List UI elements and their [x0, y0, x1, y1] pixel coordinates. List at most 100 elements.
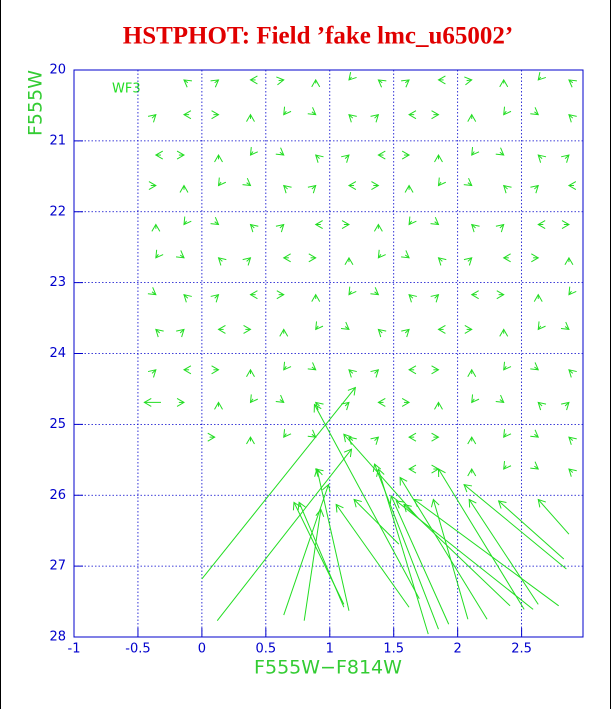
vector-arrow: [463, 483, 567, 570]
vector-arrow: [496, 290, 505, 300]
vector-arrow: [495, 394, 505, 403]
arrow-head: [377, 150, 386, 160]
y-tick-label: 27: [49, 559, 66, 574]
x-tick-label: -1: [68, 642, 81, 657]
arrow-head: [151, 223, 161, 232]
vector-arrow: [370, 113, 380, 123]
arrow-head: [395, 500, 405, 509]
vector-arrow: [503, 429, 512, 438]
vector-arrow: [175, 250, 185, 259]
vector-arrow: [530, 362, 540, 371]
arrow-head: [495, 223, 505, 233]
vector-arrow: [347, 181, 357, 190]
arrow-head: [561, 401, 570, 411]
arrow-head: [463, 257, 473, 266]
vector-arrow: [183, 293, 192, 303]
vector-arrow: [470, 290, 479, 300]
vector-arrow: [279, 328, 289, 337]
arrow-head: [537, 154, 547, 163]
arrow-head: [567, 181, 577, 190]
arrow-head: [430, 216, 440, 226]
arrow-head: [370, 369, 380, 378]
vector-arrow: [568, 113, 577, 123]
vector-arrow: [499, 328, 509, 337]
vector-arrow: [568, 286, 577, 296]
arrow-head: [437, 468, 446, 478]
arrow-head: [463, 483, 473, 493]
vector-arrow: [537, 401, 547, 411]
arrow-head: [217, 257, 227, 266]
arrow-head: [464, 76, 473, 86]
arrow-head: [279, 328, 289, 337]
arrow-head: [503, 461, 512, 470]
vector-arrow: [430, 293, 440, 303]
arrow-head: [207, 432, 216, 442]
arrow-head: [496, 290, 505, 300]
vector-arrow: [217, 177, 227, 187]
arrow-shaft: [313, 404, 420, 599]
arrow-head: [242, 257, 252, 266]
arrow-head: [404, 184, 414, 193]
vector-arrow: [530, 107, 540, 116]
vector-arrow: [210, 293, 220, 303]
arrow-head: [437, 177, 446, 187]
vector-arrow: [283, 483, 331, 616]
vector-arrow: [370, 369, 380, 378]
vector-arrow: [147, 287, 157, 296]
arrow-head: [307, 107, 317, 116]
vector-arrow: [568, 369, 577, 378]
arrow-head: [499, 328, 509, 337]
arrow-head: [210, 293, 220, 303]
arrow-head: [401, 328, 410, 338]
vector-arrow: [176, 150, 185, 160]
vector-arrow: [217, 324, 226, 334]
arrow-head: [315, 321, 324, 331]
arrow-shaft: [216, 448, 352, 622]
vector-arrow: [249, 147, 258, 156]
arrow-head: [561, 220, 570, 229]
vector-arrow: [502, 184, 512, 194]
vector-arrow: [176, 328, 185, 338]
vector-arrow: [343, 433, 420, 520]
arrow-head: [430, 293, 440, 303]
vector-arrow: [503, 461, 512, 470]
vector-arrow: [311, 78, 321, 88]
vector-arrow: [497, 500, 565, 560]
arrow-head: [217, 324, 226, 334]
vector-arrow: [377, 79, 387, 88]
vector-arrow: [348, 286, 357, 296]
vector-arrow: [307, 107, 317, 116]
arrow-head: [403, 503, 412, 513]
vector-arrow: [401, 328, 410, 338]
arrow-shaft: [353, 499, 400, 545]
arrow-head: [283, 361, 292, 371]
arrow-head: [307, 362, 317, 371]
arrow-shaft: [390, 495, 450, 625]
arrow-head: [503, 361, 512, 371]
x-tick-label: 2: [454, 642, 462, 657]
vector-arrow: [182, 365, 192, 375]
y-tick-label: 20: [49, 63, 66, 78]
arrow-head: [154, 150, 164, 160]
vector-arrow: [275, 147, 285, 156]
arrow-shaft: [403, 504, 511, 607]
arrow-head: [314, 468, 324, 477]
vector-arrow: [275, 223, 285, 233]
vector-arrow: [404, 184, 414, 193]
y-tick-label: 23: [49, 275, 66, 290]
arrow-shaft: [413, 499, 559, 607]
vector-arrow: [431, 432, 440, 442]
arrow-head: [437, 75, 446, 85]
vector-arrow: [561, 154, 570, 163]
vector-arrow: [437, 468, 525, 610]
arrow-shaft: [463, 484, 567, 570]
vector-arrow: [246, 113, 255, 122]
vector-arrow: [530, 429, 540, 438]
arrow-head: [314, 468, 323, 477]
vector-arrow: [468, 498, 539, 605]
arrow-head: [537, 321, 546, 331]
vector-arrow: [377, 150, 386, 160]
arrow-head: [275, 223, 285, 233]
arrow-head: [408, 216, 417, 226]
x-axis-label: F555W−F814W: [254, 657, 402, 679]
